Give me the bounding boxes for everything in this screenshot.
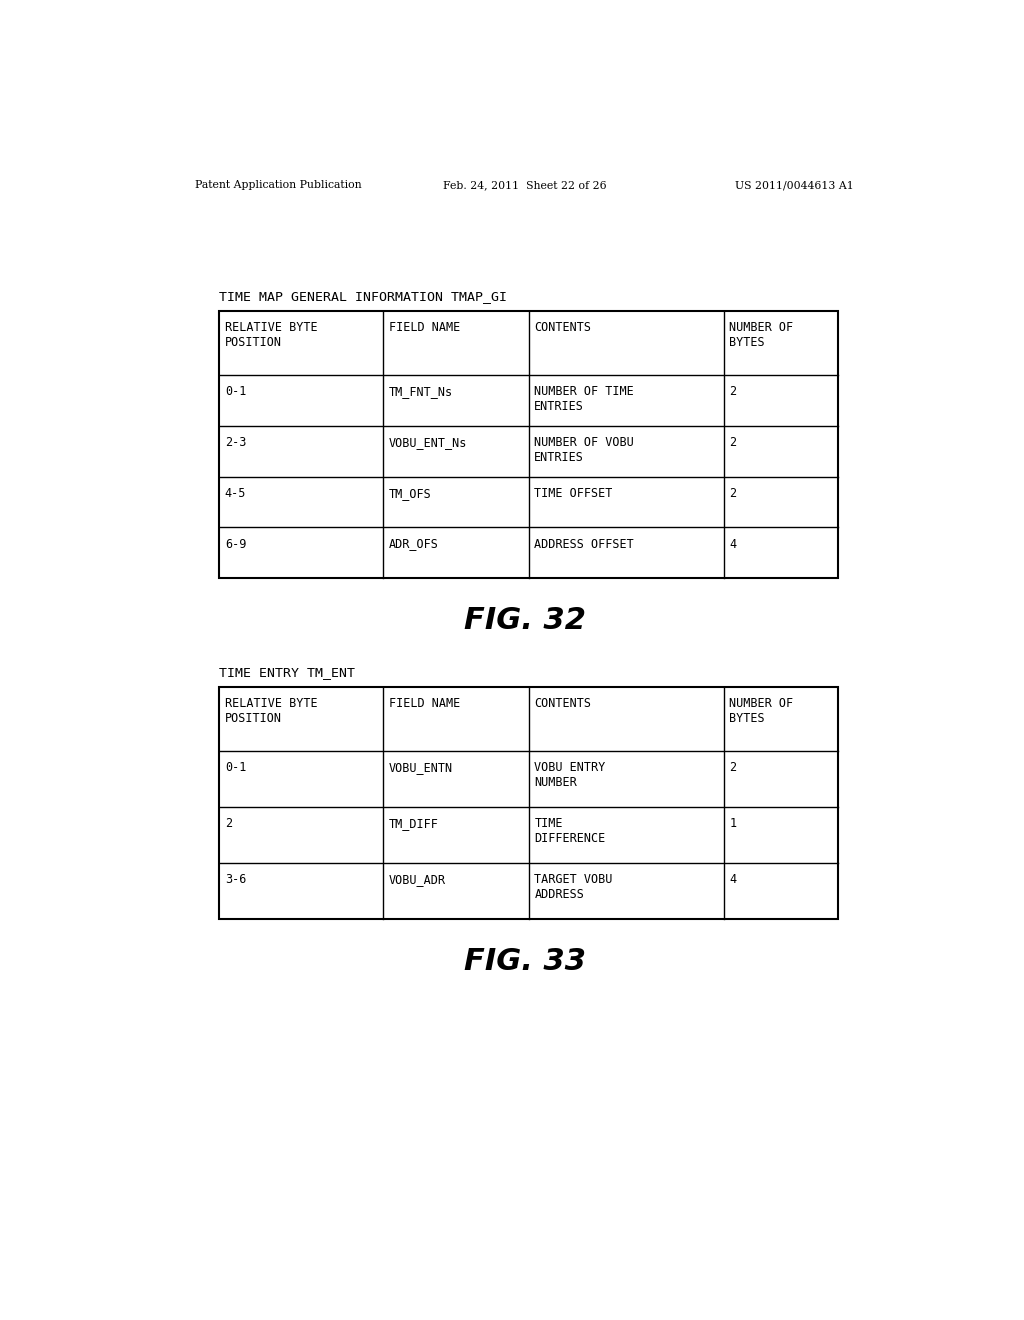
- Text: 3-6: 3-6: [225, 873, 246, 886]
- Text: CONTENTS: CONTENTS: [535, 321, 591, 334]
- Text: VOBU_ENT_Ns: VOBU_ENT_Ns: [389, 436, 467, 449]
- Text: 4: 4: [729, 873, 736, 886]
- Text: TIME
DIFFERENCE: TIME DIFFERENCE: [535, 817, 605, 845]
- Text: TM_FNT_Ns: TM_FNT_Ns: [389, 385, 453, 399]
- Text: US 2011/0044613 A1: US 2011/0044613 A1: [735, 181, 854, 190]
- Text: TIME MAP GENERAL INFORMATION TMAP_GI: TIME MAP GENERAL INFORMATION TMAP_GI: [219, 290, 507, 304]
- Text: FIELD NAME: FIELD NAME: [389, 321, 460, 334]
- Text: 0-1: 0-1: [225, 762, 246, 774]
- Text: TM_DIFF: TM_DIFF: [389, 817, 438, 830]
- Text: RELATIVE BYTE
POSITION: RELATIVE BYTE POSITION: [225, 697, 317, 725]
- Text: VOBU ENTRY
NUMBER: VOBU ENTRY NUMBER: [535, 762, 605, 789]
- Text: 2: 2: [225, 817, 232, 830]
- Text: 2: 2: [729, 762, 736, 774]
- Text: 2: 2: [729, 385, 736, 399]
- Text: CONTENTS: CONTENTS: [535, 697, 591, 710]
- Text: ADR_OFS: ADR_OFS: [389, 537, 438, 550]
- Text: TARGET VOBU
ADDRESS: TARGET VOBU ADDRESS: [535, 873, 612, 902]
- Text: TM_OFS: TM_OFS: [389, 487, 431, 500]
- Text: FIELD NAME: FIELD NAME: [389, 697, 460, 710]
- Text: TIME OFFSET: TIME OFFSET: [535, 487, 612, 500]
- Text: FIG. 32: FIG. 32: [464, 606, 586, 635]
- Text: 0-1: 0-1: [225, 385, 246, 399]
- Text: NUMBER OF TIME
ENTRIES: NUMBER OF TIME ENTRIES: [535, 385, 634, 413]
- Text: 4-5: 4-5: [225, 487, 246, 500]
- Text: NUMBER OF
BYTES: NUMBER OF BYTES: [729, 321, 794, 348]
- Text: VOBU_ENTN: VOBU_ENTN: [389, 762, 453, 774]
- Text: Patent Application Publication: Patent Application Publication: [196, 181, 362, 190]
- Text: TIME ENTRY TM_ENT: TIME ENTRY TM_ENT: [219, 667, 355, 680]
- Text: 6-9: 6-9: [225, 537, 246, 550]
- Text: 2-3: 2-3: [225, 436, 246, 449]
- Text: RELATIVE BYTE
POSITION: RELATIVE BYTE POSITION: [225, 321, 317, 348]
- Text: 2: 2: [729, 436, 736, 449]
- Text: NUMBER OF
BYTES: NUMBER OF BYTES: [729, 697, 794, 725]
- Bar: [219, 312, 839, 578]
- Text: NUMBER OF VOBU
ENTRIES: NUMBER OF VOBU ENTRIES: [535, 436, 634, 463]
- Text: Feb. 24, 2011  Sheet 22 of 26: Feb. 24, 2011 Sheet 22 of 26: [443, 181, 606, 190]
- Bar: [219, 686, 839, 919]
- Text: 1: 1: [729, 817, 736, 830]
- Text: FIG. 33: FIG. 33: [464, 946, 586, 975]
- Text: 4: 4: [729, 537, 736, 550]
- Text: VOBU_ADR: VOBU_ADR: [389, 873, 445, 886]
- Text: 2: 2: [729, 487, 736, 500]
- Text: ADDRESS OFFSET: ADDRESS OFFSET: [535, 537, 634, 550]
